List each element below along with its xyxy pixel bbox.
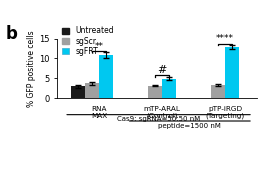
Bar	[225, 47, 239, 98]
Text: RNA
MAX: RNA MAX	[91, 106, 107, 118]
Bar	[148, 86, 162, 98]
Text: ****: ****	[216, 34, 234, 43]
Text: **: **	[94, 42, 103, 51]
Text: peptide=1500 nM: peptide=1500 nM	[158, 123, 221, 129]
Y-axis label: % GFP positive cells: % GFP positive cells	[27, 30, 36, 107]
Legend: Untreated, sgScr, sgFRT: Untreated, sgScr, sgFRT	[61, 26, 115, 57]
Bar	[211, 85, 225, 98]
Text: pTP-iRGD
(Targeting): pTP-iRGD (Targeting)	[206, 106, 245, 119]
Bar	[162, 79, 176, 98]
Text: b: b	[5, 25, 17, 43]
Text: #: #	[157, 65, 167, 75]
Text: mTP-ARAL
(Control): mTP-ARAL (Control)	[144, 106, 180, 119]
Bar	[71, 86, 85, 98]
Bar	[99, 55, 113, 98]
Text: Cas9: sgRNA=50:50 nM: Cas9: sgRNA=50:50 nM	[117, 116, 200, 122]
Bar	[85, 83, 99, 98]
